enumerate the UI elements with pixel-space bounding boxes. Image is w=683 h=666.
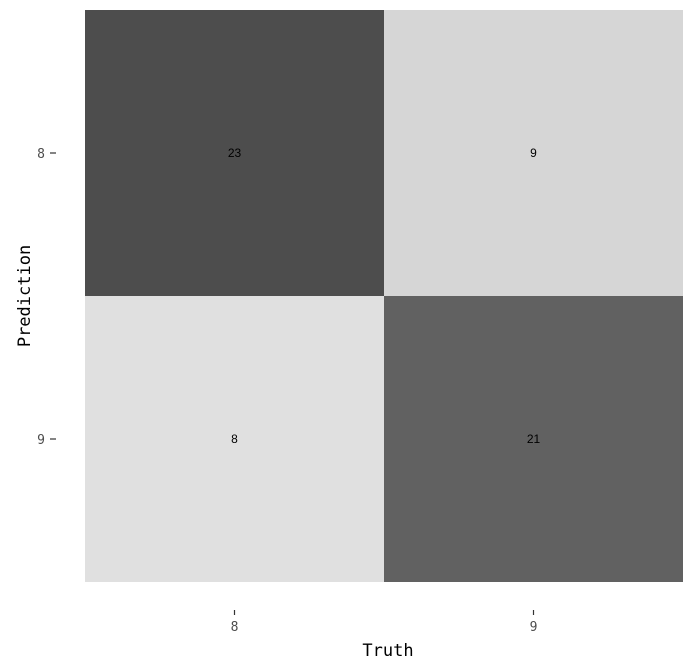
heatmap-cell bbox=[384, 296, 683, 582]
x-axis-title: Truth bbox=[362, 641, 413, 661]
x-tick-label: 9 bbox=[530, 620, 538, 635]
y-tick-label: 8 bbox=[37, 147, 45, 162]
cell-value-label: 9 bbox=[530, 146, 537, 160]
heatmap-cell bbox=[384, 10, 683, 296]
cell-value-label: 21 bbox=[527, 432, 541, 446]
heatmap-cell bbox=[85, 10, 384, 296]
cell-value-labels: 23 9 8 21 bbox=[228, 146, 541, 446]
heatmap-cell bbox=[85, 296, 384, 582]
x-tick-label: 8 bbox=[231, 620, 239, 635]
y-axis-title: Prediction bbox=[15, 245, 35, 347]
cell-value-label: 8 bbox=[231, 432, 238, 446]
y-tick-label: 9 bbox=[37, 433, 45, 448]
cell-value-label: 23 bbox=[228, 146, 242, 160]
y-axis: 89 bbox=[37, 147, 56, 448]
heatmap-cells bbox=[85, 10, 683, 582]
